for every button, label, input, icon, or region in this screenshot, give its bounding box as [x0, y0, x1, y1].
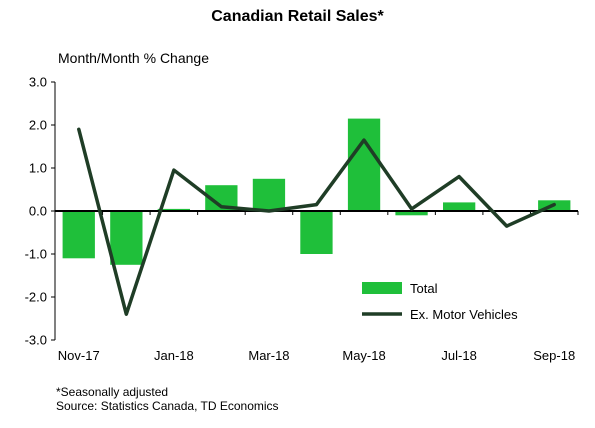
y-tick-label: -2.0: [25, 290, 47, 305]
y-tick-label: -3.0: [25, 333, 47, 348]
bar-Jan-18: [157, 208, 190, 211]
y-tick-label: 1.0: [29, 161, 47, 176]
y-tick-label: 0.0: [29, 204, 47, 219]
y-tick-label: -1.0: [25, 247, 47, 262]
y-tick-label: 2.0: [29, 118, 47, 133]
bar-Mar-18: [252, 178, 286, 212]
bar-Dec-17: [110, 211, 143, 265]
legend-swatch-total: [362, 282, 402, 294]
chart-title: Canadian Retail Sales*: [211, 8, 384, 25]
y-axis-label: Month/Month % Change: [58, 50, 209, 66]
footnote-source: Source: Statistics Canada, TD Economics: [56, 399, 279, 413]
bar-Jul-18: [443, 202, 476, 211]
bar-Apr-18: [300, 211, 333, 254]
x-tick-label: Nov-17: [58, 348, 100, 363]
x-tick-label: Mar-18: [248, 348, 289, 363]
x-tick-label: Jul-18: [441, 348, 476, 363]
footnote: *Seasonally adjusted Source: Statistics …: [56, 385, 279, 413]
legend-label-total: Total: [410, 281, 438, 296]
bar-Jun-18: [395, 211, 428, 216]
tick-labels: 3.0 2.0 1.0 0.0 -1.0 -2.0 -3.0 Nov-17 Jan-18 Mar-…: [25, 75, 576, 364]
line-series-ex-motor-vehicles: [77, 127, 556, 316]
legend: Total Ex. Motor Vehicles: [362, 281, 518, 322]
y-tick-label: 3.0: [29, 75, 47, 90]
legend-label-ex-motor-vehicles: Ex. Motor Vehicles: [410, 307, 518, 322]
bar-series-total: [62, 118, 571, 265]
footnote-seasonally-adjusted: *Seasonally adjusted: [56, 385, 169, 399]
x-tick-label: Jan-18: [154, 348, 194, 363]
x-tick-label: Sep-18: [533, 348, 575, 363]
bar-Nov-17: [62, 211, 95, 259]
x-tick-label: May-18: [342, 348, 385, 363]
bar-May-18: [347, 118, 381, 211]
